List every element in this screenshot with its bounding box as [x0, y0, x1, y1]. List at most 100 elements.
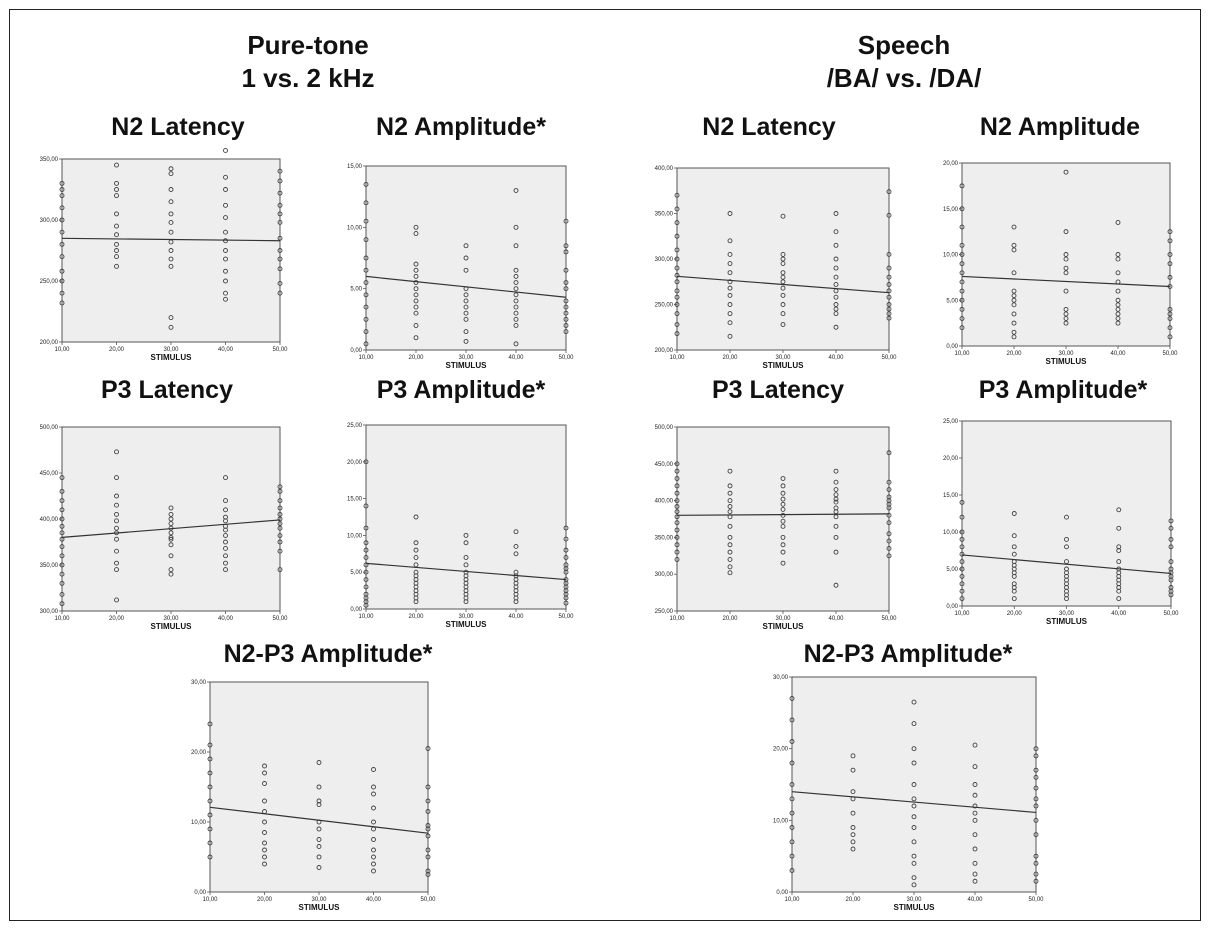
data-point [59, 523, 65, 529]
data-point [886, 479, 892, 485]
data-point [463, 243, 469, 249]
data-point [886, 512, 892, 518]
data-point [277, 505, 283, 511]
data-point [972, 810, 978, 816]
y-tick-label: 0,00 [946, 344, 958, 350]
data-point [833, 282, 839, 287]
data-point [363, 525, 369, 531]
data-point [780, 251, 786, 257]
data-point [262, 763, 267, 769]
data-point [972, 803, 978, 809]
data-point [1011, 511, 1017, 516]
data-point [1011, 293, 1017, 299]
x-tick-label: 50,00 [1162, 351, 1178, 357]
scatter-chart: 300,00 350,00 400,00 450,00 500,00 10,00 20,00… [40, 425, 289, 631]
data-point [114, 232, 119, 238]
puretone-group-subtitle: 1 vs. 2 kHz [241, 63, 375, 93]
data-point [850, 832, 856, 838]
x-tick-label: 20,00 [722, 616, 738, 622]
data-point [886, 274, 892, 280]
data-point [674, 294, 680, 300]
data-point [911, 796, 917, 802]
data-point [1115, 288, 1121, 294]
data-point [114, 502, 119, 508]
data-point [674, 468, 680, 474]
data-point [316, 784, 322, 790]
x-tick-label: 10,00 [669, 355, 685, 361]
data-point [780, 476, 786, 481]
data-point [425, 847, 431, 853]
data-point [674, 534, 680, 540]
data-point [223, 202, 228, 208]
x-tick-label: 10,00 [784, 897, 800, 903]
data-point [207, 770, 213, 776]
data-point [727, 238, 733, 244]
data-point [114, 223, 119, 229]
data-point [363, 200, 369, 206]
data-point [727, 333, 733, 339]
data-point [833, 582, 839, 588]
data-point [1011, 288, 1017, 294]
data-point [413, 261, 419, 267]
data-point [959, 206, 965, 212]
x-tick-label: 10,00 [202, 897, 218, 903]
data-point [727, 483, 733, 489]
data-point [789, 782, 795, 787]
data-point [727, 311, 733, 317]
data-point [262, 847, 267, 853]
data-point [277, 190, 283, 196]
data-point [563, 304, 569, 310]
data-point [833, 311, 839, 317]
y-tick-label: 300,00 [655, 257, 674, 263]
data-point [513, 224, 519, 230]
x-tick-label: 20,00 [408, 614, 424, 620]
data-point [1011, 297, 1017, 303]
data-point [727, 302, 733, 307]
y-tick-label: 450,00 [40, 471, 59, 477]
data-point [674, 288, 680, 294]
data-point [223, 498, 228, 504]
data-point [972, 742, 978, 748]
data-point [1063, 265, 1069, 271]
data-point [833, 294, 839, 300]
data-point [277, 168, 283, 174]
data-point [972, 846, 978, 852]
data-point [223, 296, 228, 302]
x-axis-label: STIMULUS [446, 620, 488, 629]
x-tick-label: 20,00 [257, 897, 273, 903]
data-point [563, 310, 569, 316]
data-point [1033, 785, 1039, 791]
x-tick-label: 30,00 [163, 616, 179, 622]
data-point [1011, 247, 1017, 253]
data-point [371, 767, 376, 772]
data-point [1011, 334, 1017, 340]
data-point [911, 839, 917, 845]
data-point [959, 559, 965, 565]
data-point [114, 597, 119, 603]
data-point [262, 830, 267, 835]
data-point [833, 242, 839, 248]
data-point [513, 599, 519, 605]
data-point [363, 329, 369, 335]
data-point [1011, 320, 1017, 326]
data-point [563, 316, 569, 322]
data-point [207, 784, 213, 790]
chart-title: N2 Amplitude [979, 113, 1141, 141]
y-tick-label: 10,00 [943, 530, 959, 536]
data-point [223, 475, 228, 481]
data-point [168, 256, 174, 262]
data-point [316, 760, 322, 765]
y-tick-label: 0,00 [350, 607, 362, 613]
data-point [59, 229, 65, 235]
x-tick-label: 20,00 [408, 355, 424, 361]
y-tick-label: 15,00 [347, 497, 363, 503]
y-tick-label: 200,00 [40, 340, 59, 346]
data-point [850, 846, 856, 852]
data-point [59, 290, 65, 296]
data-point [277, 525, 283, 531]
data-point [1011, 573, 1017, 579]
data-point [413, 267, 419, 273]
data-point [780, 490, 786, 496]
plot-area [365, 424, 567, 610]
